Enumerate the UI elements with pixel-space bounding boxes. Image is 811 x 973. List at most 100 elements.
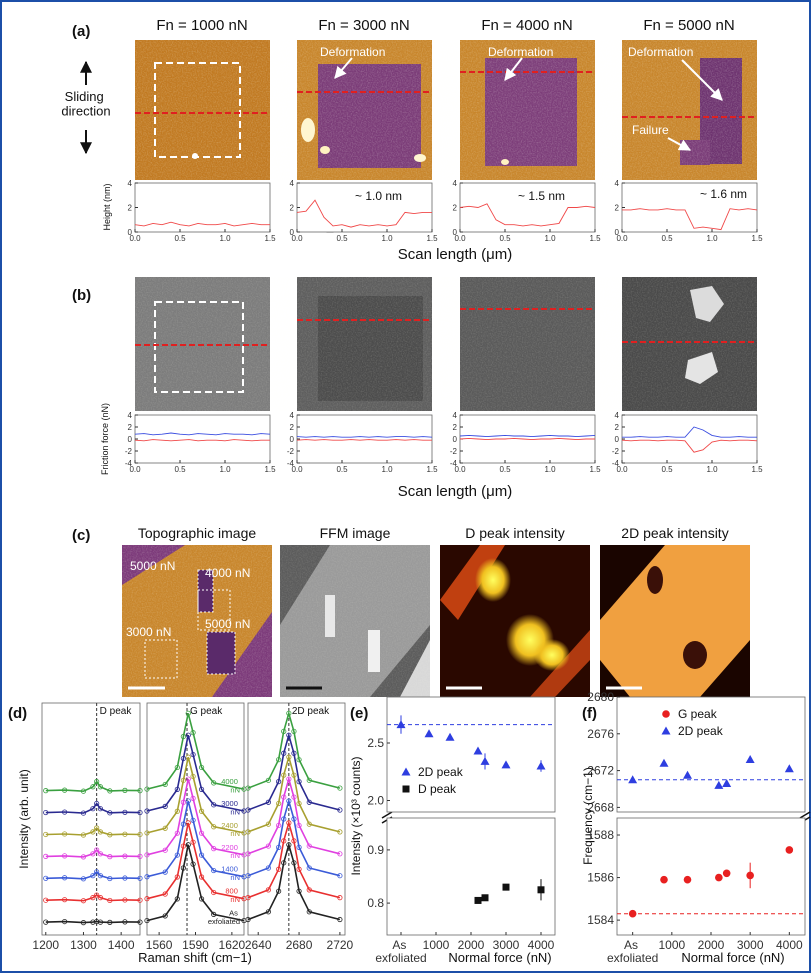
data-point <box>90 784 96 790</box>
data-point <box>107 854 113 860</box>
topo-label: 3000 nN <box>126 625 171 639</box>
series-line <box>459 434 596 438</box>
x-axis-label: Scan length (μm) <box>398 246 513 263</box>
data-point <box>144 830 150 836</box>
data-point <box>190 817 196 823</box>
y-tick-label: 4 <box>128 411 133 420</box>
x-tick-label: 0.0 <box>616 465 628 474</box>
data-point <box>43 875 49 881</box>
data-point <box>144 896 150 902</box>
x-tick-label: 1400 <box>108 938 135 952</box>
x-tick-label: 2000 <box>458 938 485 952</box>
data-point <box>94 779 100 785</box>
y-tick-label: 4 <box>128 179 133 188</box>
y-tick-label: -2 <box>125 447 133 456</box>
data-point <box>62 918 68 925</box>
series-line <box>45 826 141 836</box>
plot-area <box>621 182 758 233</box>
data-point <box>190 751 196 758</box>
x-tick-label: 1560 <box>146 938 173 952</box>
x-tick-label: 1000 <box>423 938 450 952</box>
data-point <box>137 875 143 881</box>
data-point <box>162 913 168 919</box>
data-point <box>43 919 49 925</box>
y-tick-label: 2.0 <box>367 794 384 808</box>
x-tick-label: 1.0 <box>706 465 718 474</box>
x-tick-label: 1000 <box>658 938 685 952</box>
y-tick-label: 0.8 <box>367 896 384 910</box>
x-tick-label: 4000 <box>776 938 803 952</box>
data-point <box>144 786 150 792</box>
data-point <box>245 829 251 835</box>
y-tick-label: 2 <box>128 423 133 432</box>
y-tick-label: 0 <box>453 435 458 444</box>
x-tick-label: 0.0 <box>291 465 303 474</box>
data-point <box>722 869 731 878</box>
data-point <box>90 851 96 857</box>
y-axis-label: Friction force (nN) <box>100 403 110 475</box>
data-point <box>90 829 96 835</box>
data-point <box>97 873 104 879</box>
x-tick-label: 1.5 <box>264 465 276 474</box>
data-point <box>296 822 302 829</box>
data-point <box>180 733 186 740</box>
data-point <box>62 831 68 837</box>
y-tick-label: 4 <box>615 411 620 420</box>
x-tick-label: 1.0 <box>544 234 556 243</box>
data-point <box>281 860 287 866</box>
data-point <box>291 728 297 734</box>
y-tick-label: 4 <box>290 411 295 420</box>
data-point <box>62 809 68 815</box>
data-point <box>122 919 128 925</box>
legend-label: D peak <box>418 782 457 796</box>
data-point <box>276 888 282 894</box>
x-tick-label: 2680 <box>286 938 313 952</box>
data-point <box>198 764 205 771</box>
topo-label: 4000 nN <box>205 566 250 580</box>
series-line <box>146 778 245 856</box>
y-tick-label: 2680 <box>587 690 614 704</box>
y-tick-label: 4 <box>453 179 458 188</box>
data-point <box>144 917 150 924</box>
y-tick-label: -2 <box>450 447 458 456</box>
x-tick-label: 0.5 <box>336 234 348 243</box>
data-point <box>474 896 482 904</box>
data-point <box>185 798 191 804</box>
data-point <box>144 874 150 880</box>
series-line <box>296 199 432 228</box>
data-point <box>180 799 186 805</box>
x-tick-label: 4000 <box>528 938 555 952</box>
y-tick-label: 2668 <box>587 800 614 814</box>
data-point <box>715 873 723 882</box>
data-point <box>122 897 128 903</box>
data-point <box>281 750 287 756</box>
data-point <box>94 825 100 831</box>
data-point <box>90 919 96 925</box>
data-point <box>337 895 343 901</box>
panel-label: (a) <box>72 23 90 40</box>
y-tick-label: -2 <box>287 447 295 456</box>
data-point <box>286 842 292 848</box>
legend-label: G peak <box>678 707 718 721</box>
plot-area <box>386 696 556 813</box>
data-point <box>291 750 297 756</box>
annotation: ~ 1.6 nm <box>700 187 747 201</box>
data-point <box>281 794 287 800</box>
data-point <box>43 831 49 838</box>
data-point <box>97 895 104 901</box>
data-point <box>180 865 186 871</box>
data-point <box>122 831 128 837</box>
data-point <box>211 911 217 917</box>
series-line <box>146 844 245 922</box>
data-point <box>94 892 100 898</box>
data-point <box>291 860 297 866</box>
data-point <box>337 785 343 791</box>
x-tick-label: 2640 <box>245 938 272 952</box>
x-tick-label: 1.5 <box>751 234 763 243</box>
data-point <box>211 802 217 808</box>
series-line <box>45 894 141 902</box>
y-tick-label: 0 <box>615 435 620 444</box>
series-line <box>146 756 245 834</box>
data-point <box>785 846 794 854</box>
